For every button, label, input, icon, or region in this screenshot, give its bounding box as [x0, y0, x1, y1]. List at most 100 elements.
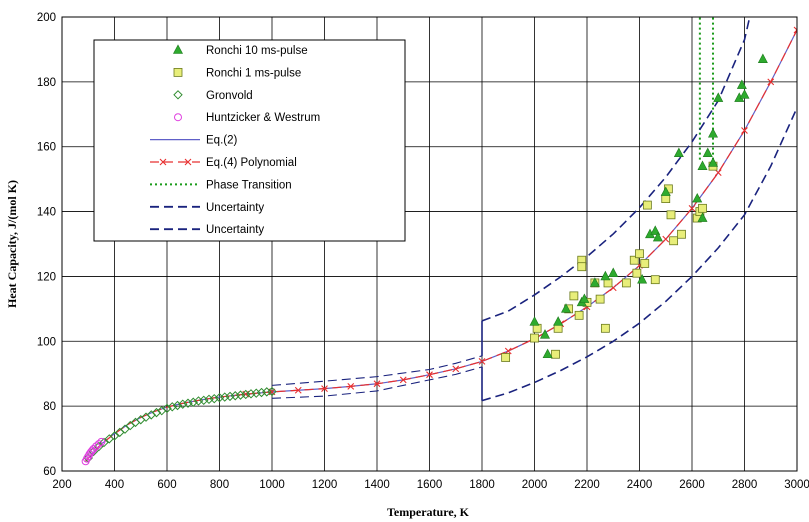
legend-marker: [173, 44, 183, 54]
series-0-point: [637, 274, 648, 284]
x-tick-label: 600: [157, 479, 176, 491]
legend-marker: [173, 68, 183, 77]
series-1-point: [677, 229, 686, 239]
series-2-point: [225, 391, 235, 402]
series-1-point: [530, 333, 539, 343]
series-5-point: [452, 365, 460, 373]
legend-label: Uncertainty: [206, 224, 264, 236]
series-2-point: [246, 389, 256, 399]
series-2-point: [151, 407, 162, 418]
series-0-point: [553, 316, 564, 326]
series-1-point: [698, 203, 707, 213]
series-7-line: [481, 17, 751, 322]
series-2-point: [230, 391, 240, 401]
legend-marker: [184, 158, 192, 166]
series-1-point: [551, 349, 560, 359]
series-2-point: [167, 402, 177, 412]
series-0-point: [757, 53, 768, 63]
x-tick-label: 1600: [417, 479, 443, 491]
x-tick-label: 800: [210, 479, 229, 491]
x-tick-label: 3000: [784, 479, 809, 491]
series-0-point: [697, 212, 708, 222]
series-2-point: [235, 390, 246, 400]
series-5-point: [294, 386, 302, 394]
plot-area: [81, 17, 797, 466]
series-2-point: [183, 398, 193, 408]
y-tick-label: 80: [43, 401, 56, 413]
series-2-point: [199, 395, 209, 406]
series-2-point: [204, 394, 214, 405]
series-8-line: [271, 366, 483, 399]
series-0-point: [697, 160, 708, 170]
series-2-point: [267, 386, 277, 397]
legend-label: Ronchi 10 ms-pulse: [206, 45, 308, 57]
series-2-point: [193, 396, 204, 406]
series-1-point: [666, 210, 676, 220]
series-1-point: [574, 310, 584, 320]
legend-item: Uncertainty: [150, 224, 264, 236]
series-7-line: [271, 355, 483, 386]
series-5-point: [767, 78, 775, 86]
series-1-point: [577, 262, 587, 272]
series-1-point: [621, 278, 631, 288]
legend-item: Gronvold: [173, 90, 253, 102]
series-0-point: [692, 192, 703, 203]
series-1-point: [595, 294, 605, 304]
series-0-point: [608, 267, 619, 277]
legend-label: Ronchi 1 ms-pulse: [206, 67, 301, 79]
series-5-point: [741, 127, 748, 134]
plot-frame: [61, 16, 798, 472]
x-tick-label: 2600: [679, 479, 705, 491]
y-tick-label: 100: [37, 336, 56, 348]
legend-marker: [173, 90, 183, 100]
legend: Ronchi 10 ms-pulse Ronchi 1 ms-pulse Gronv…: [93, 39, 406, 242]
legend-item: Ronchi 1 ms-pulse: [173, 67, 301, 79]
legend-item: Ronchi 10 ms-pulse: [173, 44, 308, 57]
series-5-point: [426, 371, 433, 379]
series-2-point: [162, 403, 172, 414]
legend-label: Uncertainty: [206, 202, 264, 214]
x-tick-label: 1000: [259, 479, 285, 491]
series-8-line: [481, 107, 797, 402]
series-1-point: [640, 259, 650, 268]
legend-label: Eq.(4) Polynomial: [206, 157, 297, 169]
series-0-point: [561, 303, 571, 313]
series-5-point: [714, 169, 722, 177]
series-5-point: [373, 380, 381, 388]
series-2-point: [220, 392, 230, 402]
legend-label: Gronvold: [206, 90, 253, 102]
series-1-point: [600, 323, 610, 333]
series-0-point: [673, 147, 684, 157]
legend-item: Huntzicker & Westrum: [174, 112, 320, 124]
series-0-point: [708, 128, 718, 138]
x-tick-label: 2200: [574, 479, 600, 491]
series-2-point: [172, 400, 183, 411]
series-2-point: [256, 387, 267, 398]
series-0-point: [650, 225, 661, 235]
series-5-point: [688, 204, 696, 212]
series-0-point: [579, 293, 590, 303]
series-3-point: [92, 442, 101, 451]
series-1-point: [501, 353, 511, 362]
x-tick-label: 2800: [732, 479, 758, 491]
series-5-point: [793, 26, 797, 34]
series-3-point: [82, 454, 91, 463]
y-tick-label: 120: [37, 271, 56, 283]
series-5-point: [478, 358, 486, 365]
series-0-point: [542, 348, 553, 359]
legend-box: [93, 39, 406, 242]
series-1-point: [642, 200, 652, 210]
y-axis-label: Heat Capacity, J/(mol K): [5, 180, 19, 308]
series-1-point: [632, 268, 642, 278]
series-1-point: [635, 249, 644, 259]
x-axis-label: Temperature, K: [387, 505, 470, 519]
series-5-point: [321, 385, 328, 393]
legend-item: Phase Transition: [150, 179, 292, 191]
x-tick-label: 2400: [627, 479, 653, 491]
y-tick-label: 200: [37, 12, 56, 24]
legend-label: Eq.(2): [206, 135, 237, 147]
x-tick-label: 1200: [312, 479, 338, 491]
series-2-point: [251, 388, 261, 398]
series-2-point: [109, 431, 120, 441]
